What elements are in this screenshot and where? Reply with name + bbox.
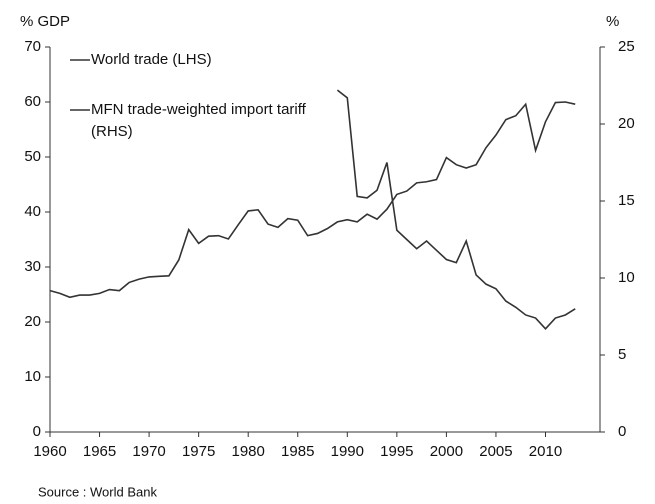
legend-entry: World trade (LHS) <box>91 51 212 68</box>
series-line <box>336 89 576 331</box>
x-tick-label: 1995 <box>380 443 413 460</box>
x-tick-label: 1960 <box>33 443 66 460</box>
y2-tick-label: 5 <box>618 346 626 363</box>
y2-axis-title: % <box>606 13 619 30</box>
y2-tick-label: 15 <box>618 192 635 209</box>
y2-tick-label: 10 <box>618 269 635 286</box>
x-tick-label: 2000 <box>430 443 463 460</box>
y-tick-label: 60 <box>24 93 41 110</box>
y-tick-label: 0 <box>33 423 41 440</box>
x-tick-label: 1965 <box>83 443 116 460</box>
x-tick-label: 2005 <box>479 443 512 460</box>
source: Source : World Bank <box>38 484 157 499</box>
y-tick-label: 30 <box>24 258 41 275</box>
y2-tick-label: 0 <box>618 423 626 440</box>
x-tick-label: 1990 <box>331 443 364 460</box>
y-tick-label: 20 <box>24 313 41 330</box>
x-tick-label: 2010 <box>529 443 562 460</box>
x-tick-label: 1985 <box>281 443 314 460</box>
legend-entry: MFN trade-weighted import tariff (RHS) <box>91 101 306 140</box>
y-tick-label: 50 <box>24 148 41 165</box>
x-tick-label: 1980 <box>232 443 265 460</box>
y-tick-label: 70 <box>24 38 41 55</box>
y2-tick-label: 20 <box>618 115 635 132</box>
y-axis-title: % GDP <box>20 13 70 30</box>
x-tick-label: 1970 <box>132 443 165 460</box>
series-line <box>49 101 576 299</box>
y-tick-label: 40 <box>24 203 41 220</box>
x-tick-label: 1975 <box>182 443 215 460</box>
y-tick-label: 10 <box>24 368 41 385</box>
y2-tick-label: 25 <box>618 38 635 55</box>
